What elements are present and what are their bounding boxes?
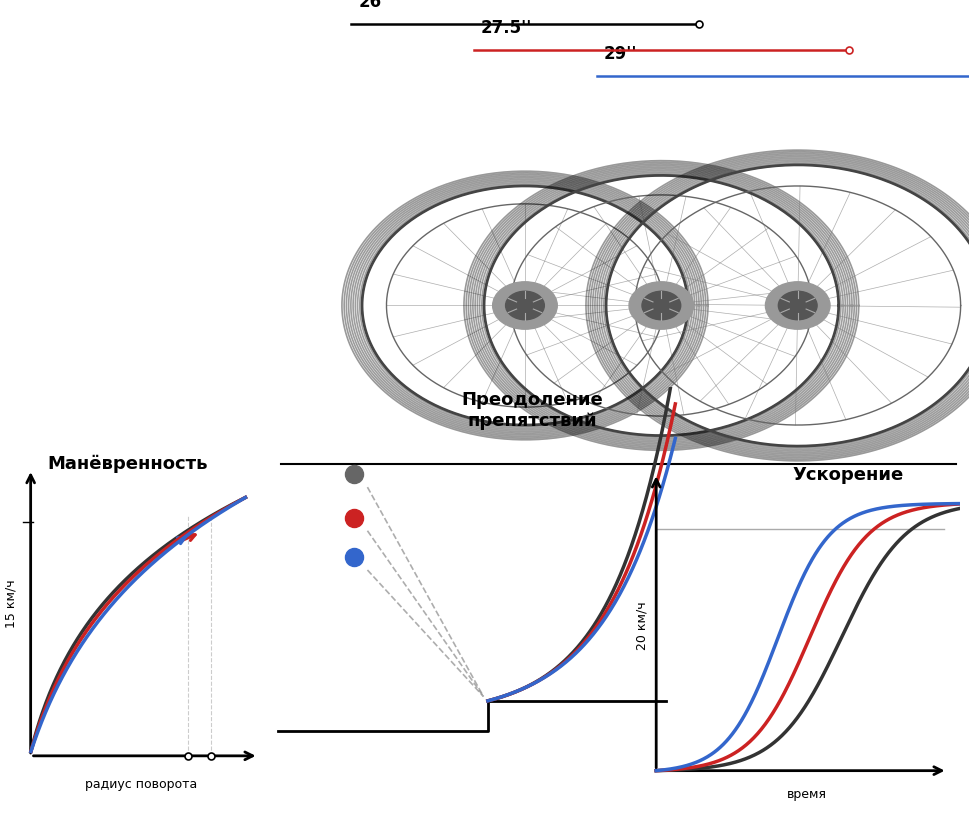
Text: 15 км/ч: 15 км/ч bbox=[5, 579, 17, 628]
Text: Ускорение: Ускорение bbox=[792, 467, 903, 485]
Text: 27.5'': 27.5'' bbox=[481, 19, 532, 37]
Circle shape bbox=[628, 281, 693, 329]
Text: 26'': 26'' bbox=[358, 0, 391, 11]
Text: Преодоление
препятствий: Преодоление препятствий bbox=[461, 391, 603, 430]
Text: время: время bbox=[786, 788, 826, 802]
Circle shape bbox=[641, 291, 680, 319]
Circle shape bbox=[765, 281, 829, 329]
Circle shape bbox=[505, 291, 544, 319]
Text: Манёвренность: Манёвренность bbox=[47, 455, 207, 473]
Circle shape bbox=[492, 281, 556, 329]
Text: 29'': 29'' bbox=[603, 45, 637, 63]
Circle shape bbox=[777, 291, 816, 319]
Text: 20 км/ч: 20 км/ч bbox=[635, 601, 647, 650]
Text: радиус поворота: радиус поворота bbox=[84, 778, 197, 791]
